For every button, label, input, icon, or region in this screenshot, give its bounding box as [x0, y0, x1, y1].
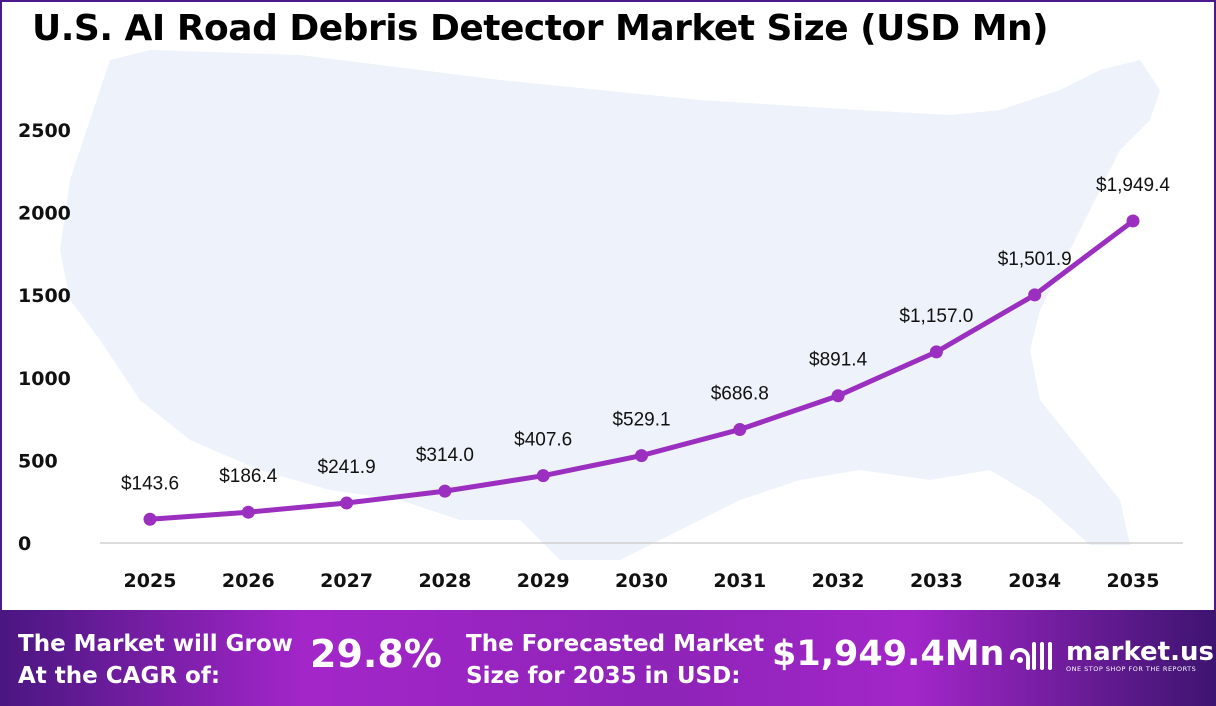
data-label: $1,949.4 — [1096, 175, 1170, 196]
y-tick-label: 500 — [18, 450, 58, 472]
y-tick-label: 1000 — [18, 368, 71, 390]
data-point — [1028, 288, 1042, 302]
data-point — [241, 505, 255, 519]
x-tick-label: 2029 — [517, 570, 570, 592]
y-tick-label: 0 — [18, 533, 31, 555]
x-tick-label: 2032 — [812, 570, 865, 592]
market-us-logo-icon — [1010, 642, 1052, 670]
data-point — [143, 512, 157, 526]
forecast-label: The Forecasted Market Size for 2035 in U… — [466, 628, 764, 692]
data-point — [831, 389, 845, 403]
cagr-label-line1: The Market will Grow — [18, 631, 293, 657]
x-tick-label: 2026 — [222, 570, 275, 592]
data-label: $891.4 — [809, 350, 868, 371]
y-tick-label: 2000 — [18, 203, 71, 225]
footer-banner: The Market will Grow At the CAGR of: 29.… — [0, 610, 1216, 706]
forecast-label-line1: The Forecasted Market — [466, 631, 765, 657]
x-tick-label: 2035 — [1107, 570, 1160, 592]
forecast-value: $1,949.4Mn — [772, 634, 1005, 674]
x-tick-label: 2028 — [418, 570, 471, 592]
forecast-label-line2: Size for 2035 in USD: — [466, 663, 741, 689]
data-point — [635, 449, 648, 463]
data-label: $407.6 — [514, 430, 572, 451]
us-map-background — [60, 50, 1160, 560]
data-label: $1,157.0 — [899, 306, 973, 327]
data-label: $143.6 — [121, 473, 179, 494]
data-point — [438, 484, 452, 498]
x-tick-label: 2031 — [713, 570, 766, 592]
brand-logo: market.us ONE STOP SHOP FOR THE REPORTS — [1008, 636, 1214, 676]
y-tick-label: 2500 — [18, 120, 71, 142]
x-tick-label: 2025 — [124, 570, 177, 592]
cagr-value: 29.8% — [310, 632, 442, 676]
data-point — [733, 423, 747, 437]
data-label: $241.9 — [318, 457, 376, 478]
data-label: $314.0 — [416, 445, 474, 466]
x-tick-label: 2030 — [615, 570, 668, 592]
data-point — [536, 469, 550, 483]
data-label: $1,501.9 — [998, 249, 1072, 270]
data-point — [929, 345, 943, 359]
y-tick-label: 1500 — [18, 285, 71, 307]
x-tick-label: 2034 — [1008, 570, 1061, 592]
data-point — [1126, 214, 1140, 228]
brand-name: market.us — [1066, 637, 1214, 667]
data-label: $686.8 — [711, 384, 769, 405]
data-point — [340, 496, 354, 510]
data-label: $529.1 — [612, 410, 670, 431]
data-label: $186.4 — [219, 466, 278, 487]
cagr-label: The Market will Grow At the CAGR of: — [18, 628, 293, 692]
chart-title: U.S. AI Road Debris Detector Market Size… — [32, 8, 1049, 49]
x-tick-label: 2027 — [320, 570, 373, 592]
cagr-label-line2: At the CAGR of: — [18, 663, 221, 689]
chart-area: 0 500 1000 1500 2000 2500 2025 2026 2027 2028 202… — [18, 50, 1183, 592]
x-tick-label: 2033 — [910, 570, 963, 592]
brand-tagline: ONE STOP SHOP FOR THE REPORTS — [1066, 665, 1197, 673]
